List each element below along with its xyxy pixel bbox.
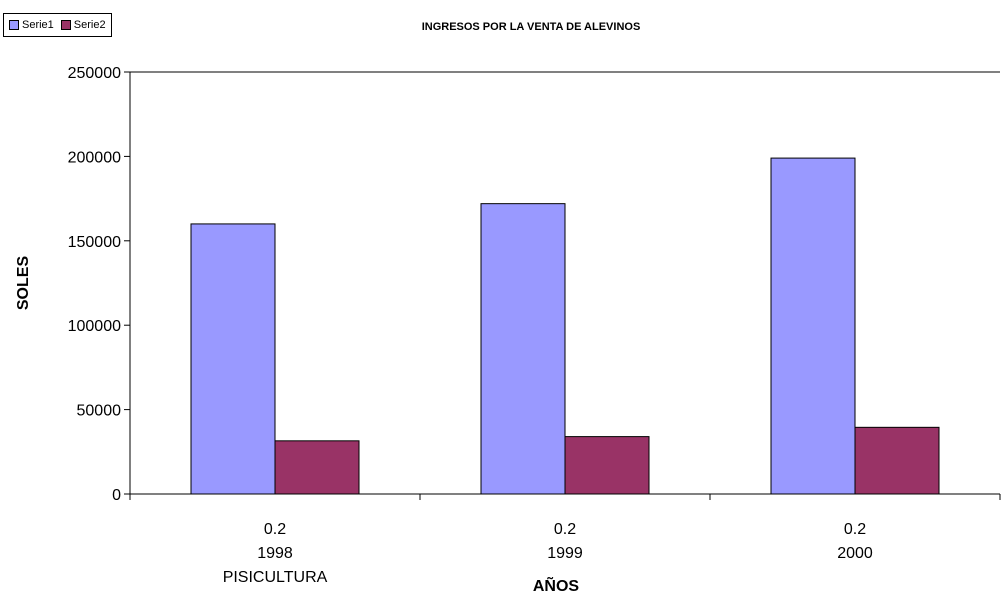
y-tick-label: 100000 xyxy=(68,318,121,335)
x-tick-label: 0.2 xyxy=(844,521,866,538)
plot-area: 0 50000 100000 150000 200000 250000 0.2 1998 PIS… xyxy=(68,65,1001,586)
bar-serie1-1999 xyxy=(480,203,566,495)
legend-swatch-serie2 xyxy=(60,20,71,30)
legend: Serie1 Serie2 xyxy=(3,13,112,37)
x-axis-label: AÑOS xyxy=(533,575,580,595)
x-tick-label: 1999 xyxy=(547,545,583,562)
y-tick-label: 0 xyxy=(112,487,121,504)
legend-label-serie1: Serie1 xyxy=(22,19,54,31)
x-tick-label: PISICULTURA xyxy=(223,569,328,586)
bar-serie2-1998 xyxy=(274,440,360,495)
y-axis-label: SOLES xyxy=(15,256,32,311)
bar-serie1-1998 xyxy=(190,223,276,495)
bar-serie2-1999 xyxy=(564,436,650,495)
x-tick-label: 0.2 xyxy=(554,521,576,538)
chart-title: INGRESOS POR LA VENTA DE ALEVINOS xyxy=(422,21,641,33)
legend-item-serie2: Serie2 xyxy=(60,19,106,31)
legend-label-serie2: Serie2 xyxy=(73,19,106,31)
y-tick-label: 250000 xyxy=(68,65,121,82)
x-tick-label: 2000 xyxy=(837,545,873,562)
bar-serie1-2000 xyxy=(770,157,856,495)
y-tick-label: 50000 xyxy=(77,403,122,420)
legend-item-serie1: Serie1 xyxy=(9,19,54,31)
y-tick-label: 150000 xyxy=(68,234,121,251)
y-tick-label: 200000 xyxy=(68,149,121,166)
x-tick-label: 0.2 xyxy=(264,521,286,538)
bar-serie2-2000 xyxy=(854,426,940,495)
legend-swatch-serie1 xyxy=(9,20,19,30)
x-tick-label: 1998 xyxy=(257,545,293,562)
